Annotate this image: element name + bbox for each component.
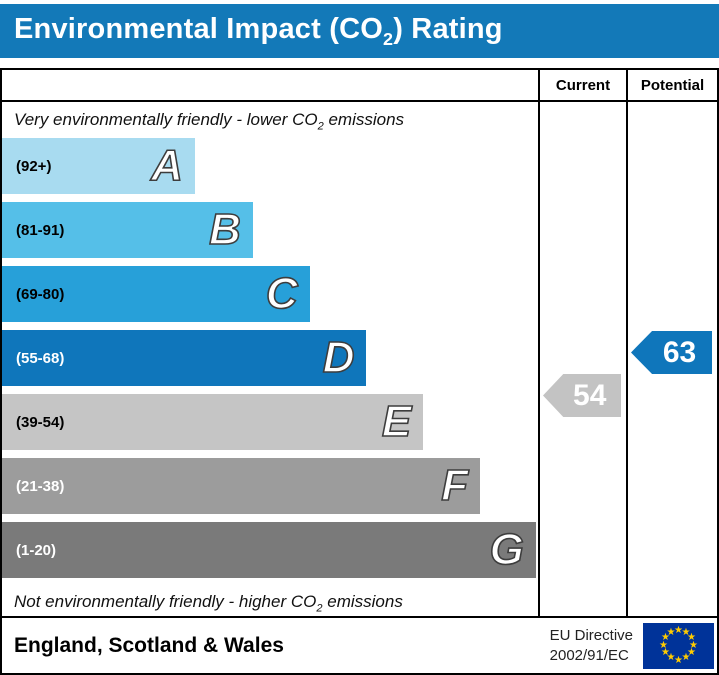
band-row: (39-54) E [2,394,538,451]
top-note: Very environmentally friendly - lower CO… [2,102,538,138]
eu-flag-star: ★ [674,654,683,666]
eu-flag-star: ★ [659,639,668,651]
eu-directive-label: EU Directive 2002/91/EC [550,626,633,665]
band-bar: (55-68) D [2,330,367,387]
current-rating-value: 54 [573,378,607,412]
eu-flag-star: ★ [687,632,696,643]
eu-flag-star: ★ [674,624,683,636]
band-range-label: (81-91) [16,221,65,239]
band-letter: D [322,333,355,383]
top-note-post: emissions [323,110,405,129]
page-title: Environmental Impact (CO2) Rating [14,13,503,50]
eu-flag-star: ★ [687,647,696,658]
potential-rating-arrow: 63 [631,331,712,374]
band-range-label: (69-80) [16,285,65,303]
page-title-subscript: 2 [382,28,394,49]
page-title-post: ) Rating [393,12,503,45]
band-bar: (69-80) C [2,266,310,323]
top-note-subscript: 2 [317,120,324,133]
band-bar: (92+) A [2,138,195,195]
band-row: (21-38) F [2,458,538,515]
band-row: (69-80) C [2,266,538,323]
bottom-note-pre: Not environmentally friendly - higher CO [14,592,317,612]
band-bar: (81-91) B [2,202,253,259]
eu-flag-icon: ★ ★ ★ ★ ★ ★ ★ ★ ★ ★ ★ ★ [643,622,714,669]
potential-column-header: Potential [626,70,717,102]
bottom-note-subscript: 2 [316,602,323,615]
band-letter: B [208,205,241,255]
band-row: (81-91) B [2,202,538,259]
band-bar: (1-20) G [2,522,536,579]
bottom-note-post: emissions [322,592,403,612]
band-range-label: (1-20) [16,541,57,559]
eu-flag-star: ★ [689,639,698,651]
eu-flag-star: ★ [666,652,676,664]
current-rating-arrow: 54 [543,374,621,417]
band-letter: G [489,525,525,575]
band-letter: F [440,461,469,511]
chart-title-bar: Environmental Impact (CO2) Rating [0,4,719,58]
top-note-pre: Very environmentally friendly - lower CO [14,110,318,129]
band-bar: (21-38) F [2,458,481,515]
band-row: (55-68) D [2,330,538,387]
page-title-pre: Environmental Impact (CO [14,12,383,45]
potential-rating-column: 63 [626,102,717,616]
band-range-label: (55-68) [16,349,65,367]
footer: England, Scotland & Wales EU Directive 2… [0,618,719,675]
header-spacer [2,70,538,102]
band-letter: E [381,397,412,447]
eu-directive-line1: EU Directive [549,627,633,644]
eu-flag-star: ★ [681,652,691,664]
bands-container: (92+) A (81-91) B (69-80) C (55-68) D (3… [2,138,538,586]
region-label: England, Scotland & Wales [14,633,284,657]
band-range-label: (39-54) [16,413,65,431]
eu-flag-star: ★ [661,632,670,643]
current-rating-column: 54 [538,102,626,616]
band-bar: (39-54) E [2,394,424,451]
band-letter: A [150,141,183,191]
band-range-label: (92+) [16,157,52,175]
band-row: (1-20) G [2,522,538,579]
eu-flag-star: ★ [666,626,676,638]
band-row: (92+) A [2,138,538,195]
band-letter: C [265,269,298,319]
eu-flag-star: ★ [661,647,670,658]
eu-flag-star: ★ [681,626,691,638]
current-column-header: Current [538,70,626,102]
potential-rating-value: 63 [662,335,697,369]
eu-directive-line2: 2002/91/EC [549,646,629,664]
band-range-label: (21-38) [16,477,65,495]
bands-area: Very environmentally friendly - lower CO… [2,102,538,616]
bottom-note: Not environmentally friendly - higher CO… [2,586,538,616]
rating-chart: Current Potential Very environmentally f… [0,68,719,618]
